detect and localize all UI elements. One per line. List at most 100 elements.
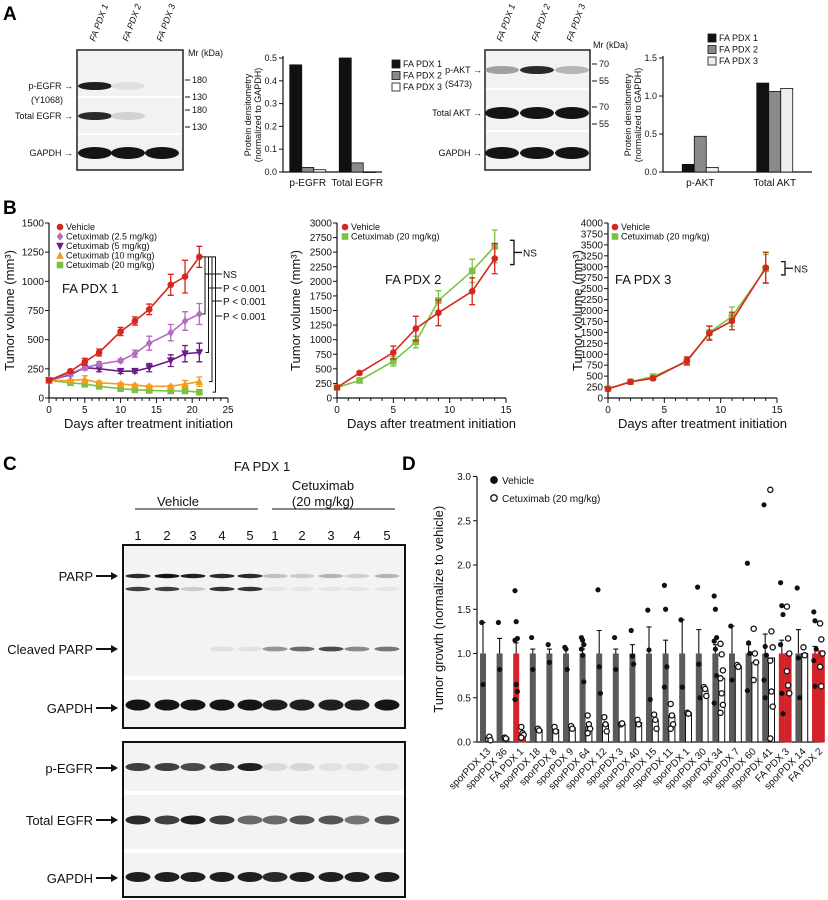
cetuximab-point [535,727,543,734]
cetuximab-bar [751,661,759,743]
vehicle-point [811,657,817,664]
error-bar [679,619,685,654]
vehicle-point [631,661,637,667]
lane-label: FA PDX 2 [120,3,143,43]
cetuximab-point [750,625,757,632]
cetuximab-point [653,725,660,732]
x-tick-label: 10 [444,405,456,416]
blot-band [555,107,589,119]
y-tick-label: 500 [586,372,603,383]
y-tick-label: 250 [27,364,44,375]
series-line [49,378,200,388]
marker-triangle-up [95,378,103,387]
legend-label: Cetuximab (20 mg/kg) [502,494,600,505]
vehicle-point [711,593,717,599]
blot-divider [124,791,404,795]
y-tick-label: 500 [27,335,44,346]
legend-label: Vehicle [351,222,380,232]
x-tick-label: 10 [115,405,127,416]
y-tick-label: 0.5 [264,53,277,63]
legend-swatch [391,82,401,92]
blot-divider [78,96,182,98]
blot-band [262,872,288,882]
legend-label: Cetuximab (20 mg/kg) [66,260,155,270]
vehicle-point [480,681,486,688]
blot-band [154,573,180,579]
marker-label: 180 [192,75,207,85]
y-tick-label: 2750 [310,233,333,244]
marker-triangle-up [131,380,139,389]
marker-diamond [131,349,139,358]
error-bar [480,621,486,654]
y-tick-label: 2500 [310,248,333,259]
blot-band [154,872,180,882]
marker-circle [341,223,349,231]
blot-band [318,646,344,652]
significance-label: P < 0.001 [223,297,266,308]
bar [705,167,719,173]
vehicle-point [744,560,751,566]
marker-circle [435,309,442,317]
cetuximab-point [667,725,674,732]
y-tick-label: 2250 [581,295,604,306]
series-cetuximab-20-mg-kg- [333,229,499,391]
blot-band [111,147,145,159]
marker-circle [145,306,153,313]
marker-circle [728,317,736,325]
marker-diamond [167,328,175,337]
vehicle-point [661,684,668,690]
marker-triangle-down [131,367,139,376]
blot-band [344,872,370,882]
blot-row-label: Total EGFR [26,813,93,828]
marker-triangle-down [166,357,175,365]
cetuximab-bar [685,712,692,743]
legend-swatch [707,45,717,54]
y-axis-label: Tumor volume (mm³) [570,250,585,371]
vehicle-point [646,647,652,653]
blot-row-label: p-AKT → [445,65,482,75]
vehicle-point [514,688,521,695]
blot-row-label: Cleaved PARP [7,642,93,657]
vehicle-bar [529,653,536,742]
vehicle-point [812,683,818,689]
bar [301,167,315,173]
y-tick-label: 0.0 [264,167,277,177]
blot-band [237,872,263,882]
error-bar [613,648,619,654]
chart-title: FA PDX 2 [385,272,441,287]
blot-band [374,763,400,771]
arrow-head-icon [111,645,118,653]
blot-band [154,586,180,592]
cetuximab-point [801,652,808,659]
marker-triangle-up [56,251,64,259]
marker-label: 130 [192,122,207,132]
legend-label: FA PDX 1 [719,33,758,43]
y-tick-label: 1000 [310,335,333,346]
x-tick-label: 5 [662,405,668,416]
blot-band [485,66,519,74]
vehicle-point [711,700,717,706]
blot-band [555,147,589,159]
blot-divider [78,133,182,135]
legend-label: Cetuximab (5 mg/kg) [66,241,150,251]
series-line [48,256,201,382]
marker-square [167,387,175,395]
cetuximab-point [767,486,774,494]
vehicle-point [762,643,768,650]
cetuximab-point [769,703,776,710]
blot-band [111,112,145,120]
blot-band [289,573,315,579]
y-tick-label: 3.0 [457,472,471,483]
vehicle-point [564,666,570,673]
blot-band [237,586,263,592]
blot-band [520,66,554,74]
vehicle-bar [662,653,669,742]
blot-band [125,763,151,771]
vehicle-point [811,609,817,615]
blot-band [180,573,206,579]
blot-band [485,107,519,119]
blot-band [125,699,151,711]
vehicle-bar [563,653,569,742]
blot-row-label: Total EGFR → [15,111,73,121]
x-tick-label: 20 [187,405,199,416]
